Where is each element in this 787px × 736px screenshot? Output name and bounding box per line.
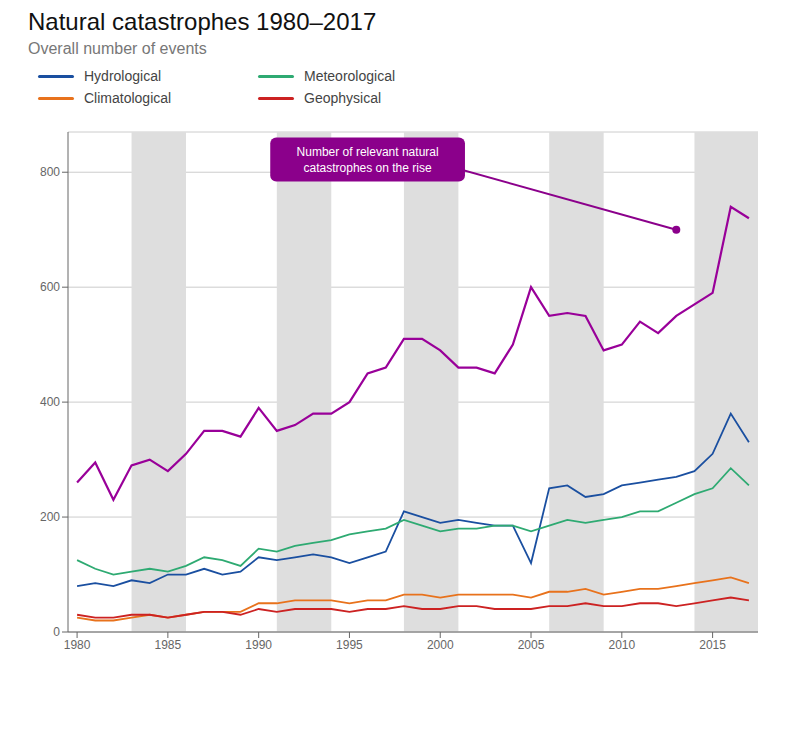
svg-text:2015: 2015 [699,638,726,652]
svg-text:2000: 2000 [427,638,454,652]
html-text:Hydrological: Hydrological [84,68,161,84]
svg-text:1995: 1995 [336,638,363,652]
svg-text:200: 200 [40,510,60,524]
svg-text:0: 0 [53,625,60,639]
html-text:Meteorological: Meteorological [304,68,396,84]
html-text:Overall number of events: Overall number of events [28,40,207,57]
svg-text:400: 400 [40,395,60,409]
html-text:Geophysical: Geophysical [304,90,381,106]
svg-text:1985: 1985 [155,638,182,652]
svg-text:600: 600 [40,280,60,294]
html-text:Climatological: Climatological [84,90,172,106]
svg-text:800: 800 [40,165,60,179]
svg-text:2010: 2010 [608,638,635,652]
svg-text:2005: 2005 [518,638,545,652]
svg-text:1980: 1980 [64,638,91,652]
html-text:Natural catastrophes 1980–2017: Natural catastrophes 1980–2017 [28,8,377,35]
svg-text:Number of relevant naturalcata: Number of relevant naturalcatastrophes o… [297,145,439,175]
svg-text:1990: 1990 [245,638,272,652]
